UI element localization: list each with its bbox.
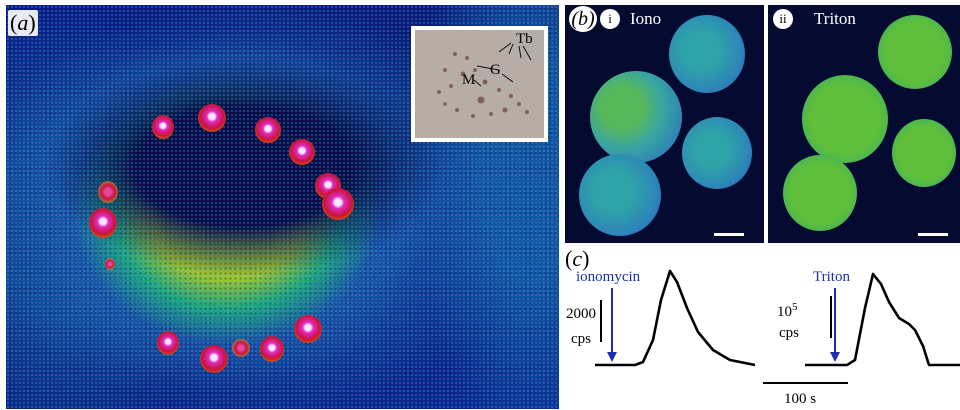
cell-blob — [255, 117, 281, 143]
inset-label-g: G — [490, 62, 501, 78]
subpanel-label-triton: Triton — [814, 9, 856, 28]
panel-a-image: Tb G M — [6, 5, 559, 409]
cell-blob — [294, 315, 322, 343]
inset-drawing — [437, 42, 532, 118]
subpanel-numeral-i: i — [600, 9, 620, 29]
panel-b-i-image — [565, 5, 764, 243]
inset-photo: Tb G M — [411, 26, 548, 142]
vesicle — [802, 75, 888, 163]
cell-blob — [98, 181, 118, 203]
cell-blob — [198, 104, 226, 132]
cell-blob — [322, 188, 354, 220]
cell-blob — [157, 331, 179, 355]
panel-label-c: (c) — [565, 246, 590, 271]
annotation-ionomycin: ionomycin — [576, 269, 641, 285]
vesicle — [669, 15, 745, 93]
traces-plot — [595, 269, 960, 384]
scale-label-unit-1: cps — [571, 331, 591, 347]
scale-label-value-1: 2000 — [566, 306, 596, 322]
panel-label-c-text: c — [572, 246, 583, 271]
down-arrow-icon — [830, 288, 840, 362]
panel-label-a: (a) — [8, 10, 38, 36]
cell-blob — [200, 345, 228, 373]
cell-blob — [152, 115, 174, 139]
subpanel-numeral-ii: ii — [773, 9, 793, 29]
scale-label-value-2: 105 — [777, 300, 798, 320]
scale-label-unit-2: cps — [779, 325, 799, 341]
scale-base: 10 — [777, 304, 792, 320]
cell-blob — [260, 336, 284, 362]
cell-blob — [89, 208, 117, 238]
cell-blob — [232, 339, 250, 357]
down-arrow-icon — [607, 288, 617, 362]
scale-bar-icon — [714, 233, 744, 236]
vesicle — [878, 15, 952, 89]
trace-triton-line — [805, 272, 960, 367]
scale-exponent: 5 — [792, 301, 798, 313]
subpanel-label-iono: Iono — [630, 9, 662, 28]
vesicle — [682, 117, 752, 189]
vesicle — [892, 119, 956, 187]
vesicle — [579, 154, 661, 236]
panel-label-b: (b) — [569, 6, 597, 32]
panel-b-ii-image — [768, 5, 960, 243]
scale-bar-icon — [918, 233, 948, 236]
inset-label-m: M — [462, 72, 476, 88]
cell-blob — [105, 258, 115, 270]
annotation-triton: Triton — [813, 269, 850, 285]
trace-ionomycin-line — [595, 269, 756, 367]
inset-label-tb: Tb — [516, 31, 533, 47]
vesicle — [783, 155, 857, 231]
panel-label-b-text: b — [578, 8, 588, 30]
time-scale-label: 100 s — [784, 391, 817, 407]
panel-label-a-text: a — [17, 10, 29, 35]
vesicle — [590, 71, 682, 163]
cell-blob — [289, 139, 315, 165]
